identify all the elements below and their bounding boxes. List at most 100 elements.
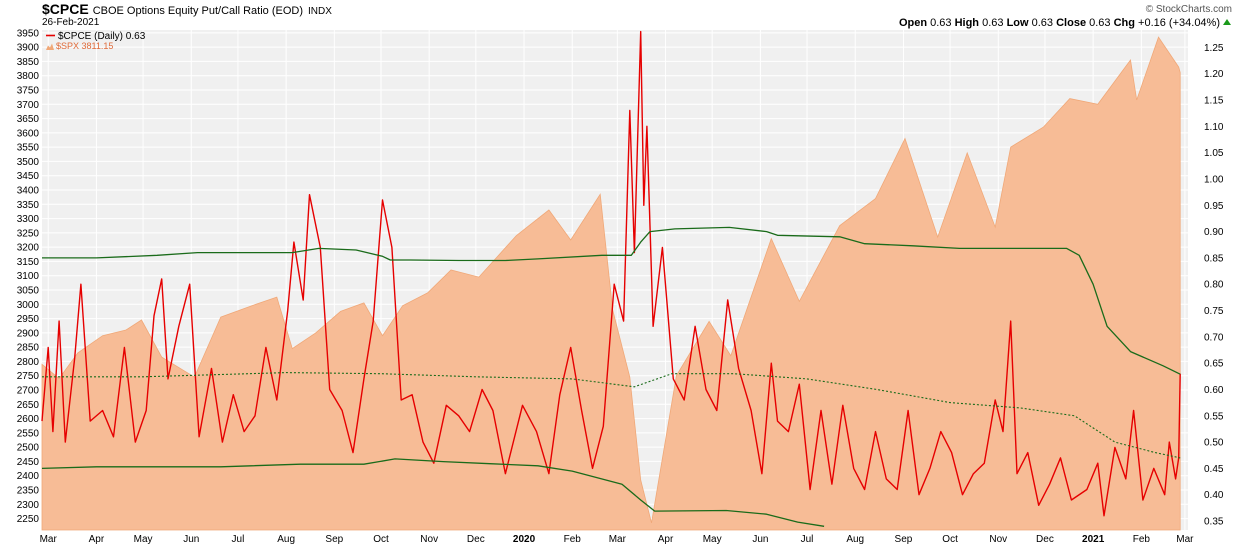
x-tick-label: Jun [183,534,199,545]
legend-cpce: $CPCE (Daily) 0.63 [58,31,146,42]
right-tick-label: 1.20 [1204,69,1224,80]
up-arrow-icon [1223,19,1231,25]
x-tick-label: May [703,534,722,545]
quote-value: 0.63 [1089,17,1110,29]
right-tick-label: 0.55 [1204,411,1224,422]
legend-spx: $SPX 3811.15 [56,41,113,51]
x-tick-label: Nov [989,534,1007,545]
x-tick-label: Mar [1176,534,1194,545]
left-tick-label: 3800 [17,71,40,82]
symbol: $CPCE [42,1,89,17]
quote-value: 0.63 [982,17,1003,29]
x-tick-label: May [134,534,153,545]
x-tick-label: Sep [895,534,913,545]
left-tick-label: 3650 [17,114,40,125]
right-tick-label: 0.45 [1204,464,1224,475]
x-tick-label: Nov [420,534,438,545]
chart-date: 26-Feb-2021 [42,17,100,28]
right-tick-label: 0.40 [1204,490,1224,501]
right-tick-label: 0.90 [1204,227,1224,238]
x-tick-label: Mar [40,534,58,545]
quote-label: Close [1053,17,1089,29]
right-tick-label: 0.70 [1204,332,1224,343]
legend: $CPCE (Daily) 0.63 $SPX 3811.15 [46,31,146,51]
exchange: INDX [308,6,332,17]
left-tick-label: 3200 [17,243,40,254]
x-tick-label: Jun [752,534,768,545]
left-tick-label: 3100 [17,271,40,282]
x-tick-label: Mar [609,534,627,545]
quote-label: High [952,17,983,29]
left-tick-label: 3150 [17,257,40,268]
left-tick-label: 2600 [17,414,40,425]
x-tick-label: Feb [564,534,582,545]
left-tick-label: 2850 [17,343,40,354]
left-tick-label: 2350 [17,486,40,497]
left-tick-label: 2550 [17,428,40,439]
left-tick-label: 3750 [17,86,40,97]
right-tick-label: 1.25 [1204,43,1224,54]
left-tick-label: 2800 [17,357,40,368]
right-tick-label: 0.60 [1204,385,1224,396]
right-tick-label: 1.15 [1204,96,1224,107]
legend-spx-swatch [46,43,54,50]
left-tick-label: 3950 [17,28,40,39]
symbol-name: CBOE Options Equity Put/Call Ratio (EOD) [93,5,303,17]
right-tick-label: 0.85 [1204,253,1224,264]
x-tick-label: Oct [942,534,958,545]
left-tick-label: 3400 [17,186,40,197]
left-tick-label: 3550 [17,143,40,154]
right-tick-label: 0.75 [1204,306,1224,317]
stockcharts-brand: © StockCharts.com [1146,4,1232,15]
left-tick-label: 3050 [17,286,40,297]
quote-label: Open [899,17,930,29]
left-tick-label: 3000 [17,300,40,311]
left-tick-label: 2450 [17,457,40,468]
quote-label: Chg [1111,17,1139,29]
quote-value: 0.63 [930,17,951,29]
chart-header: $CPCE CBOE Options Equity Put/Call Ratio … [42,1,1232,29]
left-tick-label: 3250 [17,228,40,239]
series-cpce-daily-line [41,30,1181,517]
x-tick-label: Jul [801,534,814,545]
left-tick-label: 3600 [17,128,40,139]
quote-line: Open 0.63 High 0.63 Low 0.63 Close 0.63 … [899,17,1220,29]
left-tick-label: 3850 [17,57,40,68]
left-tick-label: 3300 [17,214,40,225]
quote-label: Low [1004,17,1032,29]
right-tick-label: 0.35 [1204,517,1224,528]
right-tick-label: 0.80 [1204,280,1224,291]
left-tick-label: 2650 [17,400,40,411]
x-tick-label: Oct [373,534,389,545]
left-tick-label: 3700 [17,100,40,111]
series-upper-band-line [42,226,1181,375]
right-tick-label: 1.10 [1204,122,1224,133]
left-axis: 2250 2300 2350 2400 2450 2500 2550 2600 2650 2700… [17,28,40,525]
x-tick-label: Apr [658,534,674,545]
left-tick-label: 3900 [17,43,40,54]
left-tick-label: 2700 [17,386,40,397]
right-tick-label: 0.95 [1204,201,1224,212]
left-tick-label: 3350 [17,200,40,211]
x-tick-label: Sep [325,534,343,545]
left-tick-label: 2250 [17,514,40,525]
quote-value: 0.63 [1032,17,1053,29]
x-tick-label: Aug [846,534,864,545]
x-tick-label: Apr [89,534,105,545]
symbol-title: $CPCE CBOE Options Equity Put/Call Ratio … [42,1,332,17]
quote-value: +0.16 (+34.04%) [1138,17,1220,29]
series-lower-band-line [41,458,825,527]
x-tick-label: 2021 [1082,534,1105,545]
x-tick-label: Dec [1036,534,1054,545]
x-tick-label: Aug [277,534,295,545]
left-tick-label: 2750 [17,371,40,382]
left-tick-label: 2500 [17,443,40,454]
right-tick-label: 0.50 [1204,438,1224,449]
left-tick-label: 2900 [17,328,40,339]
x-axis: Mar Apr May Jun Jul Aug Sep Oct Nov Dec 2020 Feb Mar… [40,534,1195,545]
left-tick-label: 2400 [17,471,40,482]
x-tick-label: Feb [1133,534,1151,545]
left-tick-label: 3500 [17,157,40,168]
right-tick-label: 1.00 [1204,174,1224,185]
